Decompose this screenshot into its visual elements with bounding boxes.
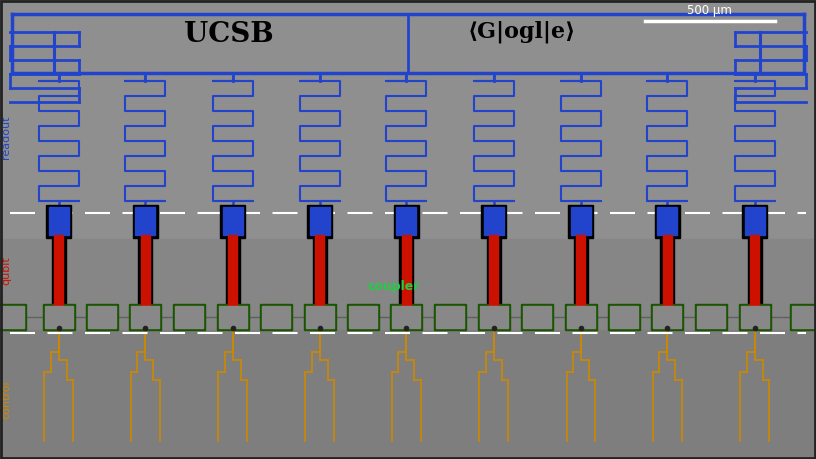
Bar (216, 304, 249, 330)
Bar (738, 304, 771, 330)
Bar (129, 304, 162, 330)
Text: ⟨G|ogl|e⟩: ⟨G|ogl|e⟩ (468, 21, 576, 43)
Bar (313, 233, 327, 325)
Bar (45, 306, 73, 328)
Bar (0, 304, 26, 330)
Bar (523, 306, 552, 328)
Bar (434, 304, 466, 330)
Bar (486, 233, 501, 325)
Bar (651, 304, 684, 330)
Bar (569, 205, 593, 238)
Bar (567, 306, 595, 328)
Bar (480, 306, 508, 328)
Bar (401, 235, 411, 323)
Bar (745, 207, 765, 235)
Bar (477, 304, 510, 330)
Bar (49, 207, 69, 235)
Bar (610, 306, 638, 328)
Bar (219, 306, 246, 328)
Text: coupler: coupler (367, 280, 419, 293)
Bar (608, 304, 641, 330)
Bar (131, 306, 159, 328)
Bar (663, 235, 672, 323)
Bar (175, 306, 203, 328)
Bar (484, 207, 503, 235)
Text: 500 μm: 500 μm (688, 4, 732, 17)
Bar (436, 306, 464, 328)
Bar (697, 306, 725, 328)
Bar (574, 233, 588, 325)
Text: UCSB: UCSB (184, 21, 273, 48)
Text: readout: readout (1, 116, 11, 159)
Bar (223, 207, 242, 235)
Bar (695, 304, 727, 330)
Bar (489, 235, 499, 323)
Bar (655, 205, 680, 238)
Bar (260, 304, 292, 330)
Bar (306, 306, 334, 328)
Bar (88, 306, 116, 328)
Bar (576, 235, 586, 323)
Bar (51, 233, 66, 325)
Bar (792, 306, 816, 328)
Bar (660, 233, 675, 325)
Bar (138, 233, 153, 325)
Bar (390, 304, 423, 330)
Bar (658, 207, 677, 235)
Bar (654, 306, 681, 328)
Bar (173, 304, 205, 330)
Bar (228, 235, 237, 323)
Bar (304, 304, 336, 330)
Bar (0, 306, 24, 328)
Bar (349, 306, 377, 328)
Bar (394, 205, 419, 238)
Bar (790, 304, 816, 330)
Bar (571, 207, 591, 235)
Text: control: control (1, 380, 11, 419)
Bar (521, 304, 553, 330)
Bar (135, 207, 155, 235)
Bar (86, 304, 118, 330)
Bar (743, 205, 767, 238)
Bar (747, 233, 762, 325)
Bar (315, 235, 325, 323)
Bar (565, 304, 597, 330)
Bar (42, 304, 75, 330)
Text: qubit: qubit (1, 257, 11, 285)
Bar (741, 306, 769, 328)
Bar (140, 235, 150, 323)
Bar (220, 205, 245, 238)
Bar (481, 205, 506, 238)
Bar (397, 207, 416, 235)
Bar (347, 304, 379, 330)
Bar (308, 205, 332, 238)
Bar (399, 233, 414, 325)
Bar (262, 306, 290, 328)
Bar (310, 207, 330, 235)
Bar (0, 0, 816, 239)
Bar (225, 233, 240, 325)
Bar (47, 205, 71, 238)
Bar (0, 239, 816, 330)
Bar (54, 235, 64, 323)
Bar (0, 330, 816, 459)
Bar (133, 205, 157, 238)
Bar (750, 235, 760, 323)
Bar (392, 306, 420, 328)
